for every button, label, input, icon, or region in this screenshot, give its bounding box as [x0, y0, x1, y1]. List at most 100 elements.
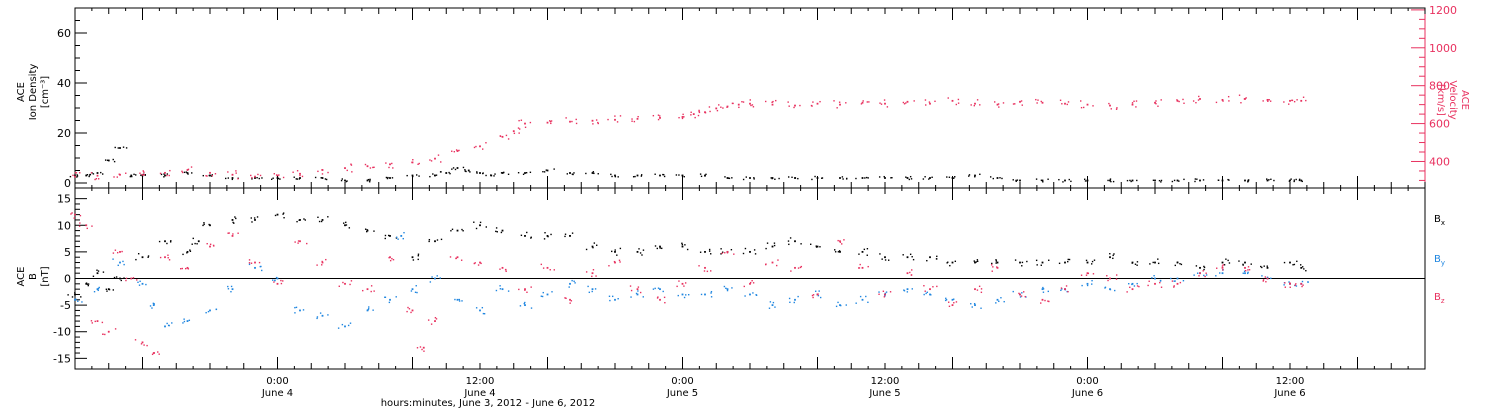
bx-point-scatter — [485, 226, 487, 228]
velocity-point-scatter — [1178, 100, 1180, 103]
velocity-point-scatter — [227, 171, 229, 173]
bx-point-scatter — [659, 247, 661, 249]
velocity-point — [119, 173, 121, 176]
bx-point-scatter — [303, 218, 305, 220]
bz-point-scatter — [349, 283, 351, 286]
velocity-point-scatter — [1059, 99, 1062, 101]
by-point-scatter — [571, 279, 573, 282]
bx-point-scatter — [926, 259, 928, 262]
ion-density-point-scatter — [125, 147, 128, 149]
bx-point-scatter — [440, 238, 443, 241]
ion-density-point-scatter — [106, 159, 109, 161]
ion-density-point-scatter — [493, 175, 495, 177]
ion-density-point — [1109, 179, 1111, 182]
velocity-point-scatter — [513, 132, 516, 135]
bz-point — [119, 250, 121, 253]
by-point-scatter — [769, 301, 772, 303]
bx-point-scatter — [995, 259, 997, 261]
by-point-scatter — [1295, 285, 1298, 287]
bx-point-scatter — [571, 232, 574, 234]
velocity-point-scatter — [1222, 100, 1224, 102]
bx-point-scatter — [866, 248, 869, 250]
velocity-point-scatter — [751, 104, 754, 106]
by-point-scatter — [568, 286, 570, 288]
bx-point-scatter — [296, 220, 298, 223]
velocity-point-scatter — [299, 174, 301, 177]
velocity-point-scatter — [819, 100, 821, 103]
bx-point — [434, 240, 436, 243]
bz-point-scatter — [1222, 269, 1224, 271]
density-axis-title-line: [cm⁻³] — [40, 76, 51, 108]
bx-point — [1041, 261, 1044, 264]
bx-point-scatter — [995, 260, 998, 262]
ion-density-point-scatter — [1295, 178, 1297, 181]
velocity-point-scatter — [90, 172, 93, 174]
by-point-scatter — [188, 319, 191, 322]
bx-point-scatter — [684, 244, 686, 246]
bz-point-scatter — [1159, 281, 1161, 284]
velocity-axis-title-line: ACE — [1459, 90, 1470, 110]
bx-point — [186, 250, 189, 253]
bz-point-scatter — [698, 265, 700, 267]
velocity-point-scatter — [775, 99, 777, 102]
ion-density-point-scatter — [1152, 179, 1155, 181]
by-point-scatter — [945, 299, 948, 301]
ion-density-point-scatter — [1290, 178, 1292, 180]
bz-point — [1109, 277, 1111, 280]
bx-point — [771, 245, 774, 248]
ion-density-point — [299, 177, 301, 179]
velocity-point-scatter — [74, 171, 77, 174]
ion-density-point-scatter — [320, 177, 322, 179]
ion-density-point — [389, 177, 391, 179]
by-point-scatter — [475, 307, 478, 309]
bx-point-scatter — [1021, 265, 1023, 267]
field-tick-label: 5 — [64, 246, 71, 259]
ion-density-point-scatter — [953, 177, 955, 179]
bz-point-scatter — [1302, 284, 1304, 286]
bz-point-scatter — [991, 270, 993, 272]
by-point-scatter — [97, 289, 99, 292]
velocity-point-scatter — [902, 101, 905, 104]
velocity-point-scatter — [429, 159, 431, 161]
by-point-scatter — [1042, 291, 1045, 293]
bx-point-scatter — [975, 261, 977, 263]
by-point-scatter — [81, 301, 83, 303]
by-point-scatter — [483, 313, 486, 315]
velocity-axis-title-line: Velocity — [1447, 80, 1458, 119]
velocity-point-scatter — [788, 105, 790, 107]
bx-point-scatter — [753, 249, 756, 251]
ion-density-point-scatter — [129, 175, 132, 178]
bz-point-scatter — [1065, 285, 1068, 287]
bx-point-scatter — [67, 294, 69, 296]
velocity-point-scatter — [235, 172, 237, 174]
velocity-point-scatter — [1160, 99, 1162, 101]
bz-point-scatter — [504, 268, 507, 271]
by-point-scatter — [588, 291, 591, 294]
by-point-scatter — [845, 304, 847, 306]
by-point-scatter — [837, 301, 839, 304]
bx-point-scatter — [815, 246, 818, 248]
bx-point-scatter — [1296, 260, 1298, 263]
velocity-point-scatter — [998, 106, 1000, 108]
bx-point-scatter — [345, 224, 348, 226]
bz-point — [344, 282, 346, 285]
by-point — [839, 304, 841, 307]
velocity-point — [659, 116, 661, 119]
velocity-point — [1041, 101, 1044, 104]
bx-point-scatter — [1021, 261, 1024, 264]
ion-density-point-scatter — [1183, 178, 1185, 181]
velocity-point — [794, 104, 796, 107]
velocity-point-scatter — [1305, 99, 1307, 102]
velocity-point-scatter — [709, 110, 711, 113]
bx-point-scatter — [721, 251, 724, 253]
velocity-point-scatter — [1066, 103, 1068, 106]
ion-density-point-scatter — [114, 146, 116, 149]
ion-density-point-scatter — [1247, 179, 1250, 181]
velocity-point — [141, 173, 144, 176]
ion-density-point-scatter — [1160, 181, 1162, 183]
bx-point — [951, 261, 954, 264]
ion-density-point-scatter — [728, 177, 731, 180]
velocity-point-scatter — [722, 107, 724, 109]
ion-density-point-scatter — [1196, 178, 1198, 180]
